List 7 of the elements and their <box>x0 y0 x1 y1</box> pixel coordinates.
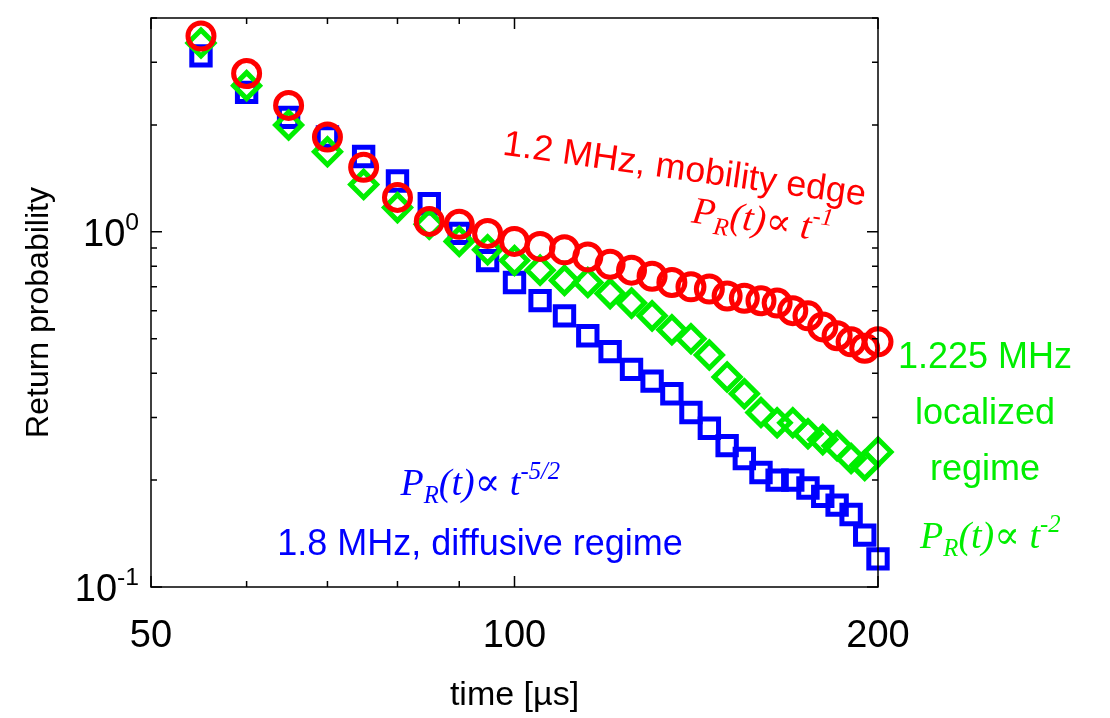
x-axis-title: time [µs] <box>449 674 580 712</box>
x-tick-label: 50 <box>129 613 173 655</box>
y-axis-title: Return probability <box>19 187 55 438</box>
x-tick-label: 100 <box>482 613 547 655</box>
text: 1.8 MHz, diffusive regime <box>277 522 683 563</box>
series-label: 1.225 MHz localized regime <box>897 335 1073 488</box>
x-tick-label: 200 <box>846 613 910 655</box>
